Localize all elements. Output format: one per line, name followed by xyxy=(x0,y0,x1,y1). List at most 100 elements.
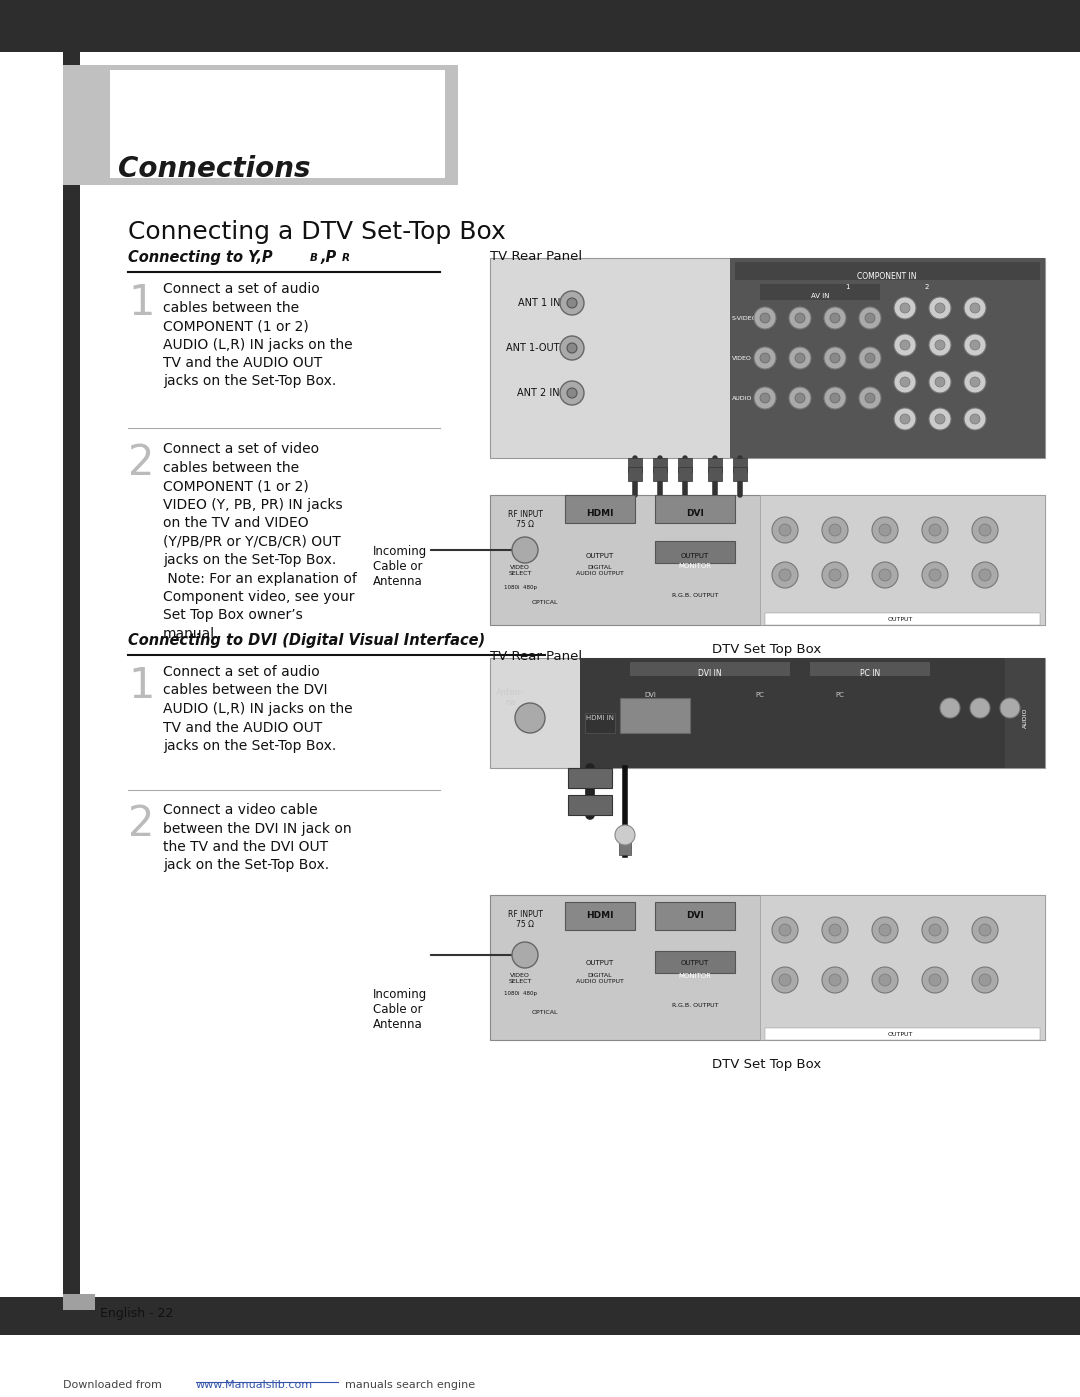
Bar xyxy=(653,467,667,481)
Circle shape xyxy=(795,393,805,402)
Text: DVI: DVI xyxy=(686,509,704,518)
Text: cables between the: cables between the xyxy=(163,461,299,475)
Circle shape xyxy=(894,334,916,356)
Bar xyxy=(654,951,735,972)
Circle shape xyxy=(824,307,846,330)
Text: 1: 1 xyxy=(845,284,849,291)
Bar xyxy=(630,662,789,676)
Circle shape xyxy=(879,569,891,581)
Bar xyxy=(654,495,735,522)
Text: Downloaded from: Downloaded from xyxy=(63,1380,165,1390)
Bar xyxy=(765,613,1040,624)
Text: PC: PC xyxy=(756,692,765,698)
Bar xyxy=(654,902,735,930)
Circle shape xyxy=(978,569,991,581)
Bar xyxy=(619,840,631,855)
Text: R.G.B. OUTPUT: R.G.B. OUTPUT xyxy=(672,1003,718,1009)
Bar xyxy=(63,1294,95,1310)
Text: B: B xyxy=(310,253,318,263)
Text: COMPONENT (1 or 2): COMPONENT (1 or 2) xyxy=(163,479,309,493)
Bar xyxy=(627,458,642,472)
Circle shape xyxy=(964,408,986,430)
Circle shape xyxy=(935,377,945,387)
Circle shape xyxy=(829,923,841,936)
Text: R.G.B. OUTPUT: R.G.B. OUTPUT xyxy=(672,592,718,598)
Text: cables between the DVI: cables between the DVI xyxy=(163,683,327,697)
Circle shape xyxy=(561,381,584,405)
Circle shape xyxy=(795,313,805,323)
Text: Connect a set of video: Connect a set of video xyxy=(163,441,319,455)
Text: VIDEO: VIDEO xyxy=(909,613,931,619)
Bar xyxy=(730,258,1045,458)
Text: 2: 2 xyxy=(924,284,929,291)
Text: 2: 2 xyxy=(129,803,154,845)
Circle shape xyxy=(872,517,897,543)
Circle shape xyxy=(865,393,875,402)
Text: DTV Set Top Box: DTV Set Top Box xyxy=(713,643,822,657)
Bar xyxy=(110,70,445,177)
Bar xyxy=(627,467,642,481)
Text: AUDIO: AUDIO xyxy=(788,1028,811,1034)
Circle shape xyxy=(964,298,986,319)
Circle shape xyxy=(772,517,798,543)
Circle shape xyxy=(822,517,848,543)
Circle shape xyxy=(872,967,897,993)
Text: 1080i  480p: 1080i 480p xyxy=(503,585,537,590)
Text: English - 22: English - 22 xyxy=(100,1308,174,1320)
Text: OUTPUT: OUTPUT xyxy=(585,553,615,559)
Text: (Y/PB/PR or Y/CB/CR) OUT: (Y/PB/PR or Y/CB/CR) OUT xyxy=(163,535,341,549)
Circle shape xyxy=(754,387,777,409)
Circle shape xyxy=(567,344,577,353)
Circle shape xyxy=(789,307,811,330)
Text: OUTPUT: OUTPUT xyxy=(888,1032,913,1037)
Circle shape xyxy=(859,387,881,409)
Text: Connecting to Y,P: Connecting to Y,P xyxy=(129,250,272,265)
Text: OUTPUT: OUTPUT xyxy=(585,960,615,965)
Text: AUDIO (L,R) IN jacks on the: AUDIO (L,R) IN jacks on the xyxy=(163,338,353,352)
Bar xyxy=(490,895,1045,1039)
Text: DTV Set Top Box: DTV Set Top Box xyxy=(713,1058,822,1071)
Circle shape xyxy=(831,353,840,363)
Text: cables between the: cables between the xyxy=(163,300,299,314)
Circle shape xyxy=(760,353,770,363)
Text: ANT 1 IN: ANT 1 IN xyxy=(517,298,561,307)
Circle shape xyxy=(972,562,998,588)
Circle shape xyxy=(515,703,545,733)
Circle shape xyxy=(872,916,897,943)
Text: jacks on the Set-Top Box.: jacks on the Set-Top Box. xyxy=(163,553,336,567)
Text: Note: For an explanation of: Note: For an explanation of xyxy=(163,571,356,585)
Circle shape xyxy=(894,372,916,393)
Circle shape xyxy=(972,517,998,543)
Circle shape xyxy=(940,698,960,718)
Text: AV IN: AV IN xyxy=(811,293,829,299)
Text: OPTICAL: OPTICAL xyxy=(531,599,558,605)
Circle shape xyxy=(929,298,951,319)
Text: ANT 2 IN: ANT 2 IN xyxy=(517,388,561,398)
Circle shape xyxy=(615,826,635,845)
Bar xyxy=(490,658,1045,768)
Circle shape xyxy=(779,974,791,986)
Bar xyxy=(0,0,1080,52)
Text: PC IN: PC IN xyxy=(860,669,880,678)
Circle shape xyxy=(900,414,910,425)
Text: TV Rear Panel: TV Rear Panel xyxy=(490,250,582,263)
Bar xyxy=(708,467,723,481)
Circle shape xyxy=(935,339,945,351)
Text: www.Manualslib.com: www.Manualslib.com xyxy=(195,1380,313,1390)
Bar xyxy=(733,467,747,481)
Circle shape xyxy=(929,524,941,536)
Circle shape xyxy=(929,408,951,430)
Text: ,P: ,P xyxy=(320,250,336,265)
Circle shape xyxy=(779,569,791,581)
Text: Set Top Box owner’s: Set Top Box owner’s xyxy=(163,609,302,623)
Circle shape xyxy=(922,517,948,543)
Circle shape xyxy=(900,377,910,387)
Circle shape xyxy=(831,313,840,323)
Circle shape xyxy=(859,346,881,369)
Text: VIDEO (Y, PB, PR) IN jacks: VIDEO (Y, PB, PR) IN jacks xyxy=(163,497,342,511)
Text: Incoming
Cable or
Antenna: Incoming Cable or Antenna xyxy=(373,545,428,588)
Text: 1: 1 xyxy=(129,665,154,707)
Circle shape xyxy=(929,974,941,986)
Circle shape xyxy=(922,562,948,588)
Text: 1080i  480p: 1080i 480p xyxy=(503,990,537,996)
